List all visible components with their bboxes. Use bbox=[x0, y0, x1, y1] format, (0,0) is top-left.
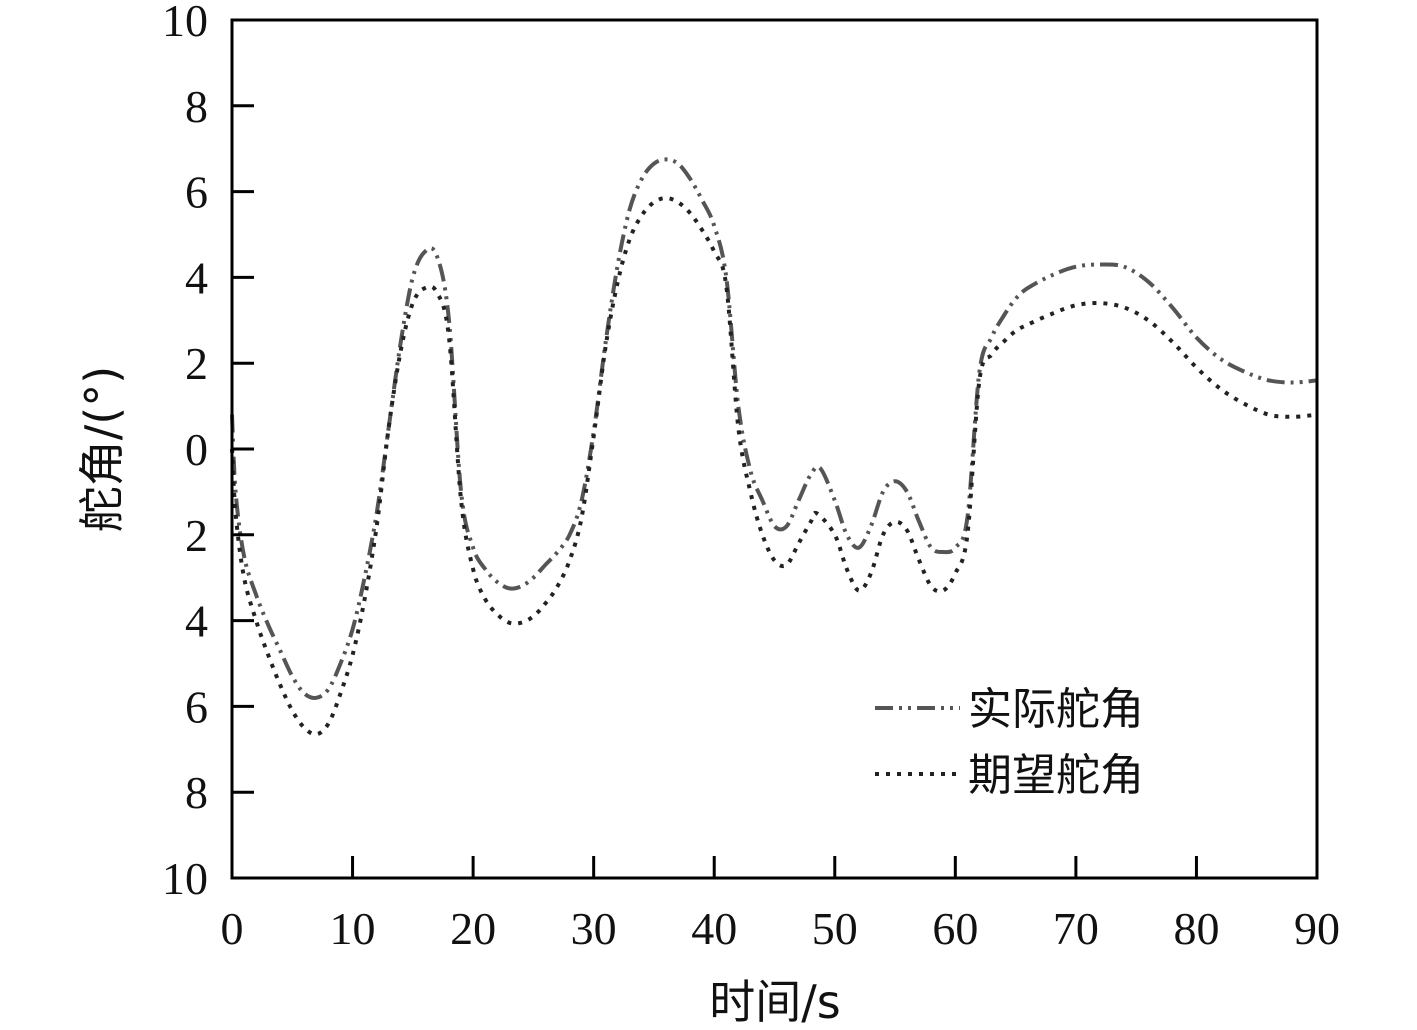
x-tick-label: 10 bbox=[330, 903, 376, 954]
legend: 实际舵角 期望舵角 bbox=[875, 684, 1144, 801]
y-tick-label: 4 bbox=[185, 596, 208, 647]
y-tick-label: 8 bbox=[185, 767, 208, 818]
y-tick-label: 6 bbox=[185, 681, 208, 732]
x-tick-label: 80 bbox=[1173, 903, 1219, 954]
series-layer bbox=[230, 157, 1318, 737]
y-tick-label: 4 bbox=[185, 252, 208, 303]
x-tick-label: 0 bbox=[221, 903, 244, 954]
x-tick-label: 90 bbox=[1294, 903, 1340, 954]
x-axis-label: 时间/s bbox=[709, 975, 840, 1029]
legend-label-actual: 实际舵角 bbox=[968, 684, 1144, 735]
x-tick-label: 70 bbox=[1053, 903, 1099, 954]
y-tick-label: 0 bbox=[185, 424, 208, 475]
series-line-expected bbox=[230, 196, 1318, 737]
y-tick-label: 8 bbox=[185, 81, 208, 132]
plot-frame bbox=[230, 18, 1319, 880]
y-axis: 10 8 6 4 2 0 2 4 6 8 10 bbox=[162, 0, 254, 904]
y-tick-label: 2 bbox=[185, 510, 208, 561]
x-axis: 0 10 20 30 40 50 60 70 80 90 bbox=[221, 856, 1340, 954]
y-tick-label: 6 bbox=[185, 167, 208, 218]
x-tick-label: 60 bbox=[932, 903, 978, 954]
y-axis-label: 舵角/(°) bbox=[75, 366, 129, 532]
y-tick-label: 2 bbox=[185, 338, 208, 389]
x-tick-label: 40 bbox=[691, 903, 737, 954]
x-tick-label: 50 bbox=[812, 903, 858, 954]
legend-label-expected: 期望舵角 bbox=[968, 750, 1144, 801]
x-tick-label: 30 bbox=[571, 903, 617, 954]
y-tick-label: 10 bbox=[162, 0, 208, 46]
y-tick-label: 10 bbox=[162, 853, 208, 904]
x-tick-label: 20 bbox=[450, 903, 496, 954]
series-line-actual bbox=[230, 157, 1318, 700]
